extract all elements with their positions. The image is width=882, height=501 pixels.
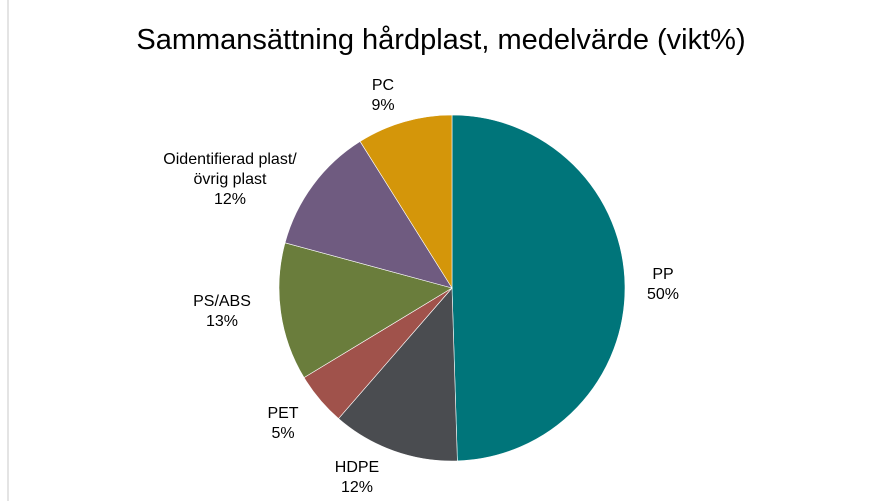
- slice-value: 13%: [205, 313, 239, 330]
- slice-value: 12%: [340, 479, 374, 496]
- slice-name: Oidentifierad plast/övrig plast: [163, 151, 297, 188]
- slice-label: PET 5%: [253, 404, 313, 444]
- slice-label: PC 9%: [353, 76, 413, 116]
- slice-label: PS/ABS 13%: [182, 292, 262, 332]
- pie-slice: [284, 141, 453, 289]
- slice-label: PP 50%: [633, 265, 693, 305]
- slice-value: 12%: [213, 191, 247, 208]
- chart-title: Sammansättning hårdplast, medelvärde (vi…: [136, 24, 746, 56]
- slice-label: Oidentifierad plast/övrig plast 12%: [155, 150, 305, 210]
- slice-name: PET: [267, 405, 299, 422]
- slice-name: PP: [652, 266, 674, 283]
- pie-slice: [359, 114, 453, 290]
- pie-slice: [451, 114, 626, 462]
- slice-value: 50%: [646, 286, 680, 303]
- slice-value: 5%: [271, 425, 295, 442]
- pie-slice: [338, 287, 458, 462]
- slice-value: 9%: [371, 97, 395, 114]
- slice-name: HDPE: [334, 459, 380, 476]
- slice-name: PC: [371, 77, 395, 94]
- slice-name: PS/ABS: [193, 293, 251, 310]
- slice-label: HDPE 12%: [327, 458, 387, 498]
